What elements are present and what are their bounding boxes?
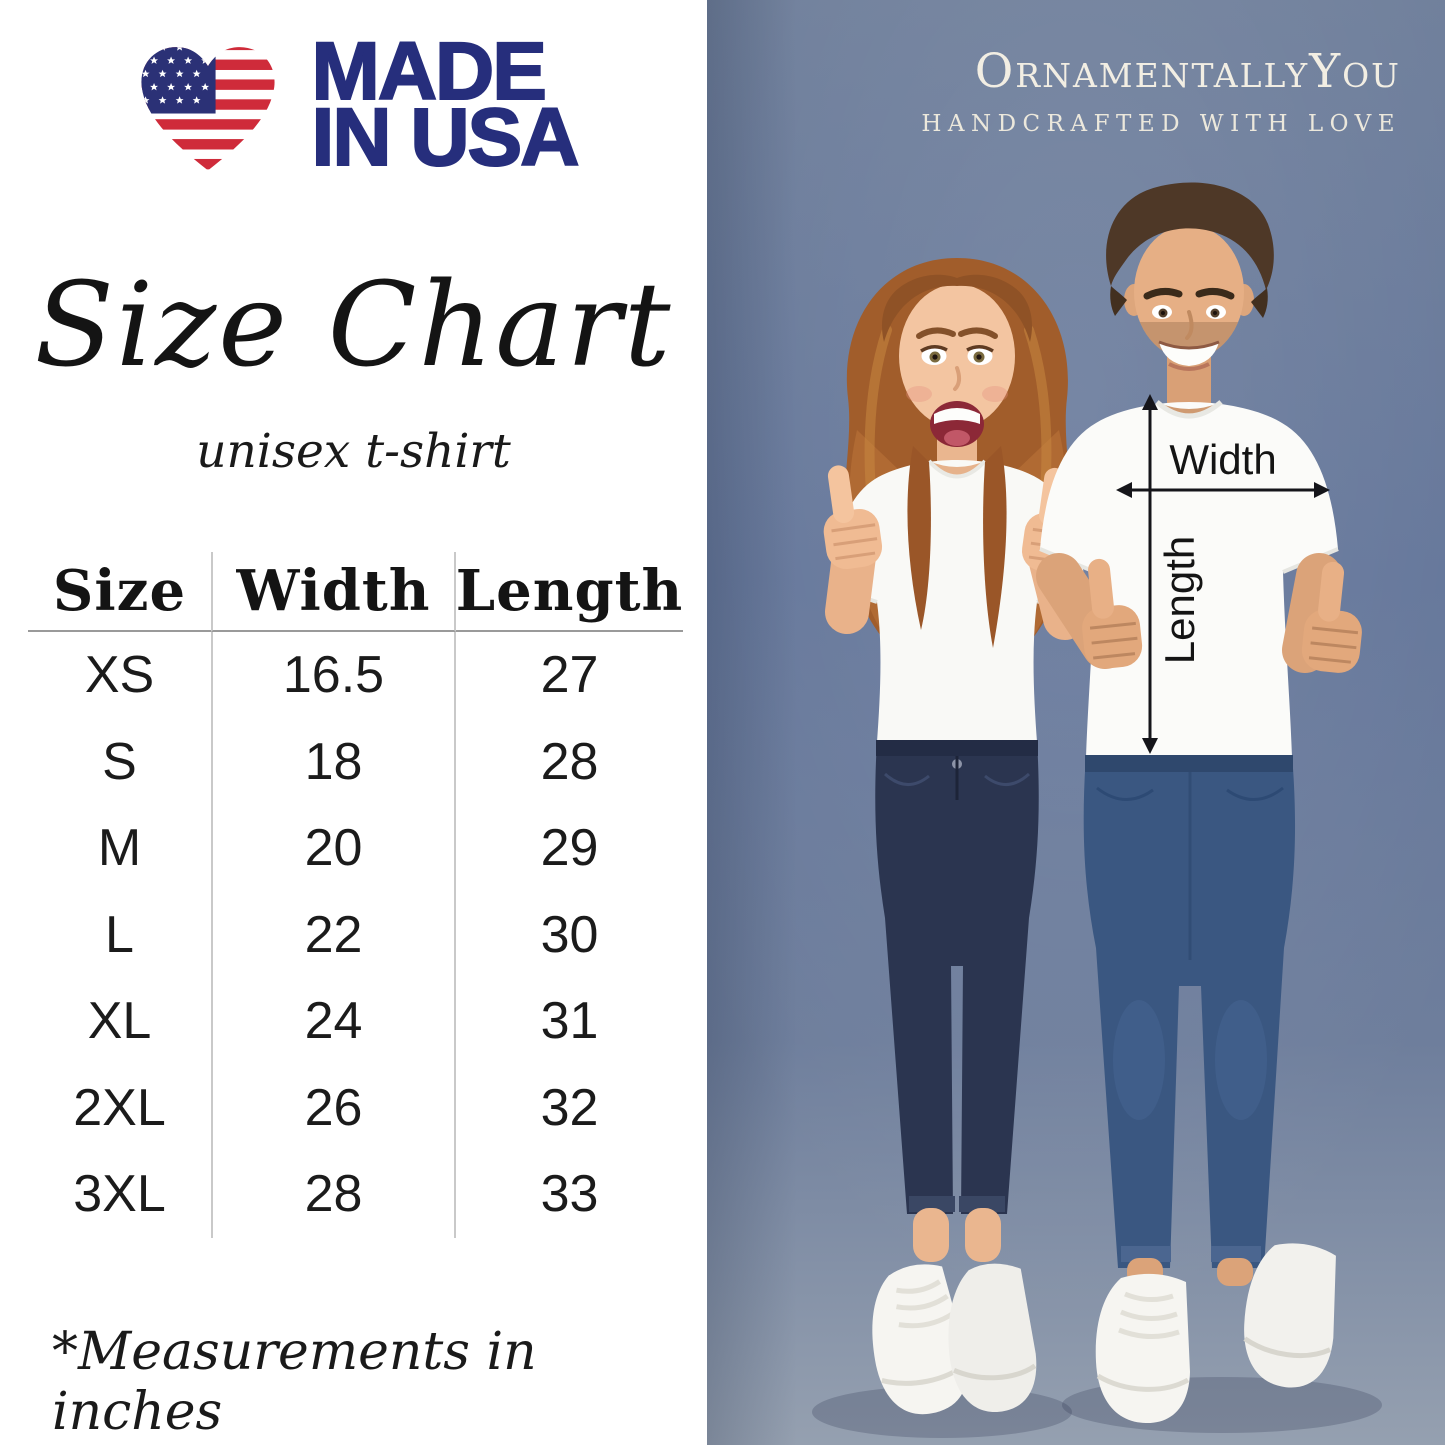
column-header-size: Size	[28, 552, 211, 632]
measurements-footnote: *Measurements in inches	[52, 1322, 537, 1442]
studio-background	[707, 0, 1445, 1445]
table-cell: 29	[540, 819, 599, 878]
man-face	[1134, 225, 1244, 359]
woman-jeans	[875, 740, 1039, 1214]
column-header-length: Length	[456, 552, 683, 632]
man-hair	[1106, 182, 1274, 290]
table-cell: 22	[211, 891, 456, 978]
table-cell: M	[97, 819, 142, 878]
brand-block: OrnamentallyYou HANDCRAFTED WITH LOVE	[921, 44, 1401, 137]
made-in-usa-logo: MADE IN USA	[0, 26, 707, 183]
table-cell: 16.5	[211, 632, 456, 719]
column-header-width: Width	[211, 552, 456, 632]
table-cell: 32	[540, 1078, 599, 1137]
woman-tshirt	[829, 460, 1085, 742]
made-in-usa-line1: MADE	[311, 26, 548, 117]
brand-name: OrnamentallyYou	[974, 44, 1401, 99]
page-subtitle: unisex t-shirt	[196, 424, 511, 479]
width-arrow	[1116, 482, 1330, 498]
table-cell: 27	[540, 646, 599, 705]
table-cell: 2XL	[73, 1078, 166, 1137]
width-label: Width	[1169, 436, 1276, 483]
table-cell: 26	[211, 1064, 456, 1151]
brand-tagline: HANDCRAFTED WITH LOVE	[921, 111, 1401, 137]
table-cell: 18	[211, 718, 456, 805]
man-left-thumbs-up	[1082, 558, 1143, 669]
man-jeans	[1083, 755, 1296, 1268]
made-in-usa-line2: IN USA	[311, 92, 581, 183]
made-in-usa-text: MADE IN USA	[311, 26, 581, 183]
table-cell: L	[105, 905, 134, 964]
man-figure	[1036, 182, 1362, 1424]
man-right-thumbs-up	[1301, 561, 1362, 673]
table-cell: XL	[87, 992, 152, 1051]
couple-photo: Width Length OrnamentallyYou HANDCRAFTED…	[707, 0, 1445, 1445]
table-cell: 24	[211, 978, 456, 1065]
woman-left-thumbs-up	[823, 465, 883, 570]
length-label: Length	[1156, 536, 1203, 664]
table-cell: 28	[540, 732, 599, 791]
size-chart-table: Size Width Length XS 16.5 27 S 18 28 M 2…	[28, 552, 683, 1238]
woman-sneakers	[872, 1263, 1037, 1415]
woman-figure	[823, 258, 1087, 1415]
table-cell: 28	[211, 1151, 456, 1238]
length-arrow	[1142, 394, 1158, 754]
table-cell: 31	[540, 992, 599, 1051]
table-cell: 30	[540, 905, 599, 964]
woman-face	[899, 284, 1015, 428]
man-sneakers	[1095, 1243, 1336, 1424]
table-cell: S	[102, 732, 137, 791]
table-cell: XS	[84, 646, 155, 705]
table-cell: 20	[211, 805, 456, 892]
couple-photo-illustration: Width Length	[707, 0, 1445, 1445]
usa-flag-heart-icon	[130, 34, 286, 176]
woman-hair-front	[881, 274, 1033, 342]
table-cell: 3XL	[73, 1165, 166, 1224]
size-chart-panel: MADE IN USA Size Chart unisex t-shirt Si…	[0, 0, 707, 1445]
table-cell: 33	[540, 1165, 599, 1224]
page-title: Size Chart	[34, 258, 673, 393]
